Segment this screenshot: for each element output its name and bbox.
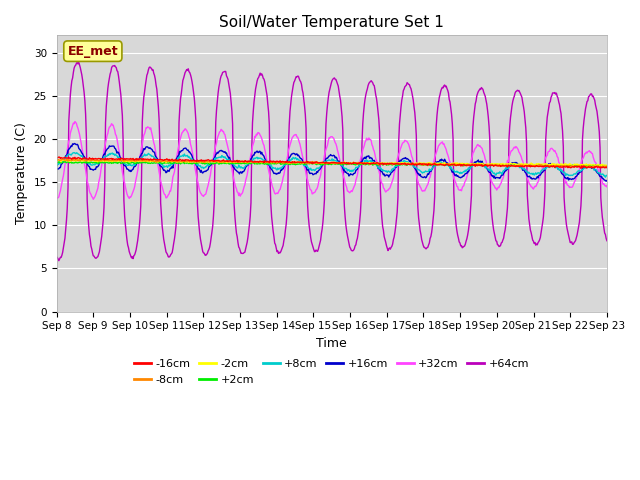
- Y-axis label: Temperature (C): Temperature (C): [15, 122, 28, 225]
- Text: EE_met: EE_met: [68, 45, 118, 58]
- X-axis label: Time: Time: [316, 337, 347, 350]
- Legend: -16cm, -8cm, -2cm, +2cm, +8cm, +16cm, +32cm, +64cm: -16cm, -8cm, -2cm, +2cm, +8cm, +16cm, +3…: [130, 355, 533, 389]
- Title: Soil/Water Temperature Set 1: Soil/Water Temperature Set 1: [220, 15, 444, 30]
